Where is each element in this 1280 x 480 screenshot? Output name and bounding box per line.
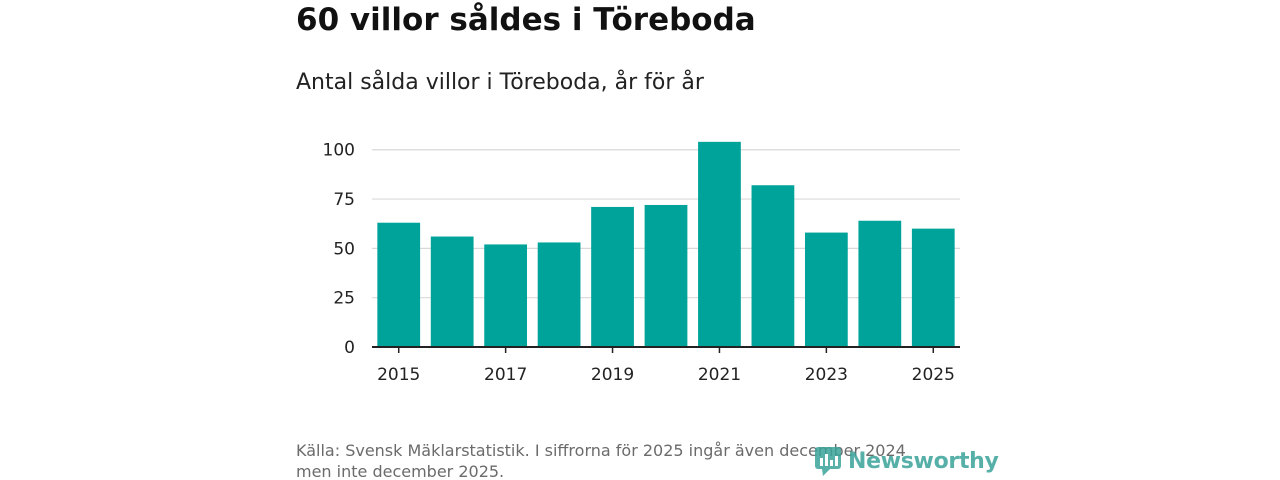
x-tick-label: 2021 [698,365,741,385]
y-axis-ticks: 0 25 50 75 100 [323,141,355,358]
bar-2018 [537,242,581,347]
bar-2021 [698,141,741,347]
bars [377,141,955,347]
bar-2025 [911,228,955,347]
bar-2019 [591,206,634,347]
source-line-1: Källa: Svensk Mäklarstatistik. I siffror… [296,441,906,460]
bar-2017 [484,244,528,347]
newsworthy-logo: Newsworthy [814,444,999,478]
bar-2016 [430,236,474,347]
x-axis-ticks: 2015 2017 2019 2021 2023 2025 [377,347,955,385]
x-tick-label: 2023 [805,365,848,385]
chart-subtitle: Antal sålda villor i Töreboda, år för år [296,70,704,95]
y-tick-label: 75 [333,190,355,210]
newsworthy-chart-icon [815,447,841,476]
source-note: Källa: Svensk Mäklarstatistik. I siffror… [296,440,906,480]
bar-2020 [644,204,688,347]
brand-name: Newsworthy [848,448,999,474]
x-tick-label: 2015 [377,365,420,385]
source-line-2: men inte december 2025. [296,462,505,480]
bar-2024 [858,220,902,347]
y-tick-label: 0 [344,338,355,358]
chart-title: 60 villor såldes i Töreboda [296,2,756,38]
bar-2015 [377,222,421,347]
x-tick-label: 2017 [484,365,527,385]
bar-2023 [804,232,848,347]
bar-2022 [751,185,795,347]
y-tick-label: 100 [323,141,355,161]
y-tick-label: 25 [333,289,355,309]
x-tick-label: 2025 [912,365,955,385]
y-tick-label: 50 [333,239,355,259]
x-tick-label: 2019 [591,365,634,385]
bar-chart: 0 25 50 75 100 2015 2017 2019 2021 2023 2025 [323,141,960,385]
